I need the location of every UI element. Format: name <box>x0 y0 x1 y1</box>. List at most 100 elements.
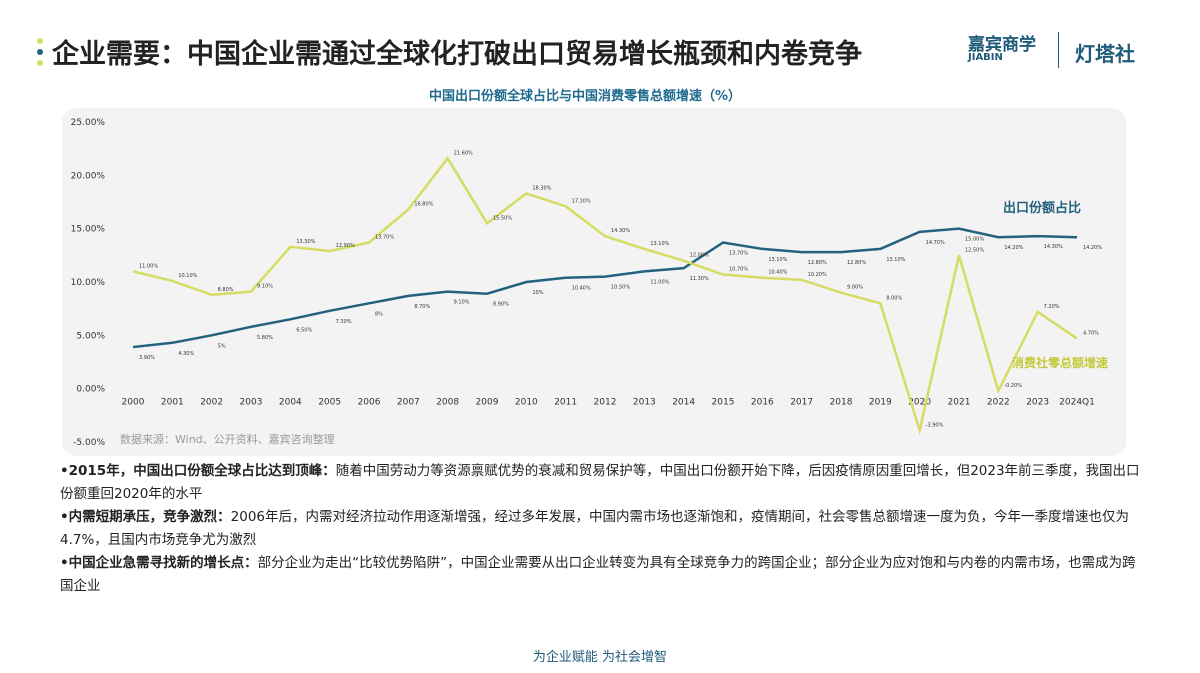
chart-title: 中国出口份额全球占比与中国消费零售总额增速（%） <box>429 88 741 104</box>
bullet-text: 部分企业为走出“比较优势陷阱”，中国企业需要从出口企业转变为具有全球竞争力的跨国… <box>60 555 1136 594</box>
value-label: 14.20% <box>1083 245 1102 251</box>
value-label: 12.50% <box>965 247 984 253</box>
x-tick-label: 2003 <box>240 398 263 408</box>
x-tick-label: 2007 <box>397 398 420 408</box>
bullet-lead: •内需短期承压，竞争激烈： <box>60 509 231 525</box>
x-tick-label: 2017 <box>790 398 813 408</box>
value-label: 9.10% <box>257 284 273 290</box>
y-tick-label: 10.00% <box>71 278 106 288</box>
value-label: 7.20% <box>1044 304 1060 310</box>
value-label: 13.70% <box>729 251 748 257</box>
bullet-lead: •中国企业急需寻找新的增长点： <box>60 555 258 571</box>
value-label: 12.80% <box>808 260 827 266</box>
x-tick-label: 2023 <box>1026 398 1049 408</box>
value-label: 12.80% <box>847 260 866 266</box>
x-tick-label: 2020 <box>908 398 931 408</box>
logo: 灯塔社 <box>1075 42 1135 66</box>
value-label: 3.90% <box>139 355 155 361</box>
value-label: 14.20% <box>1004 245 1023 251</box>
value-label: 11.30% <box>690 276 709 282</box>
x-tick-label: 2016 <box>751 398 774 408</box>
value-label: 9.00% <box>847 285 863 291</box>
value-label: 18.30% <box>532 185 551 191</box>
bullet: •2015年，中国出口份额全球占比达到顶峰：随着中国劳动力等资源禀赋优势的衰减和… <box>60 460 1140 506</box>
y-tick-label: 5.00% <box>76 331 105 341</box>
x-tick-label: 2024Q1 <box>1059 398 1095 408</box>
chart-panel <box>62 108 1126 456</box>
source-note: 数据来源：Wind、公开资料、嘉宾咨询整理 <box>120 432 335 446</box>
bullet: •内需短期承压，竞争激烈：2006年后，内需对经济拉动作用逐渐增强，经过多年发展… <box>60 506 1140 552</box>
value-label: 8.80% <box>218 287 234 293</box>
x-tick-label: 2005 <box>318 398 341 408</box>
value-label: -3.90% <box>926 422 944 428</box>
value-label: 13.10% <box>650 241 669 247</box>
value-label: 13.10% <box>886 257 905 263</box>
value-label: 12.90% <box>336 243 355 249</box>
value-label: 9.10% <box>454 300 470 306</box>
value-label: 15.50% <box>493 215 512 221</box>
x-tick-label: 2002 <box>200 398 223 408</box>
footer: 为企业赋能 为社会增智 <box>532 650 668 665</box>
y-tick-label: 25.00% <box>71 118 106 128</box>
value-label: 8.00% <box>886 295 902 301</box>
value-label: 10.20% <box>808 272 827 278</box>
series-line <box>132 156 1078 436</box>
y-tick-label: 15.00% <box>71 225 106 235</box>
value-label: 4.70% <box>1083 331 1099 337</box>
x-tick-label: 2009 <box>476 398 499 408</box>
x-tick-label: 2001 <box>161 398 184 408</box>
legend-label: 出口份额占比 <box>1003 200 1081 216</box>
x-tick-label: 2011 <box>554 398 577 408</box>
x-tick-label: 2010 <box>515 398 538 408</box>
slide-title: 企业需要：中国企业需通过全球化打破出口贸易增长瓶颈和内卷竞争 <box>52 39 862 70</box>
value-label: 10.40% <box>572 286 591 292</box>
divider <box>1058 32 1059 68</box>
value-label: 5% <box>218 343 226 349</box>
value-label: 10.40% <box>768 270 787 276</box>
value-label: 5.80% <box>257 335 273 341</box>
value-label: 14.30% <box>1044 244 1063 250</box>
bullet: •中国企业急需寻找新的增长点：部分企业为走出“比较优势陷阱”，中国企业需要从出口… <box>60 552 1140 598</box>
legend-label: 消费社零总额增速 <box>1012 355 1108 370</box>
value-label: 7.30% <box>336 319 352 325</box>
title-dots <box>37 38 43 66</box>
x-tick-label: 2018 <box>830 398 853 408</box>
series-line <box>132 227 1078 349</box>
bullet-lead: •2015年，中国出口份额全球占比达到顶峰： <box>60 463 336 479</box>
x-tick-label: 2012 <box>594 398 617 408</box>
value-label: 14.30% <box>611 228 630 234</box>
value-label: 10.50% <box>611 285 630 291</box>
x-tick-label: 2008 <box>436 398 459 408</box>
value-label: 12.00% <box>690 253 709 259</box>
value-label: 10.10% <box>178 273 197 279</box>
x-tick-label: 2021 <box>948 398 971 408</box>
value-label: 21.60% <box>454 150 473 156</box>
value-label: 13.30% <box>296 239 315 245</box>
x-tick-label: 2000 <box>122 398 145 408</box>
x-tick-label: 2015 <box>712 398 735 408</box>
x-tick-label: 2014 <box>672 398 695 408</box>
value-label: 4.30% <box>178 351 194 357</box>
bullet-text: 2006年后，内需对经济拉动作用逐渐增强，经过多年发展，中国内需市场也逐渐饱和，… <box>60 509 1129 548</box>
x-tick-label: 2019 <box>869 398 892 408</box>
value-label: 17.10% <box>572 198 591 204</box>
x-tick-label: 2006 <box>358 398 381 408</box>
value-label: 13.10% <box>768 257 787 263</box>
value-label: 10.70% <box>729 267 748 273</box>
value-label: 11.00% <box>650 279 669 285</box>
value-label: 14.70% <box>926 240 945 246</box>
x-tick-label: 2004 <box>279 398 302 408</box>
bullet-text: 随着中国劳动力等资源禀赋优势的衰减和贸易保护等，中国出口份额开始下降，后因疫情原… <box>60 463 1140 502</box>
value-label: 11.00% <box>139 263 158 269</box>
x-tick-label: 2013 <box>633 398 656 408</box>
y-tick-label: 0.00% <box>76 385 105 395</box>
bullets: •2015年，中国出口份额全球占比达到顶峰：随着中国劳动力等资源禀赋优势的衰减和… <box>60 460 1140 598</box>
value-label: 13.70% <box>375 235 394 241</box>
value-label: -0.20% <box>1004 383 1022 389</box>
value-label: 10% <box>532 290 543 296</box>
logo-sub: JIABIN <box>968 52 1003 63</box>
value-label: 8.70% <box>414 304 430 310</box>
value-label: 6.50% <box>296 327 312 333</box>
